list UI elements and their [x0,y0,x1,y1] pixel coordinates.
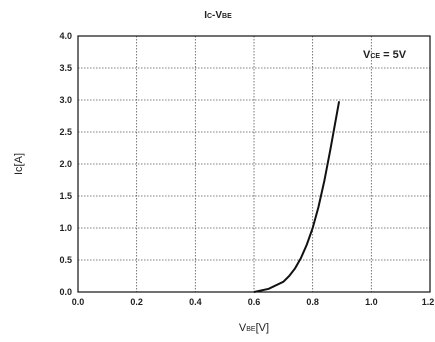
y-tick-label: 0.0 [59,287,72,297]
x-tick-label: 0.4 [189,297,202,307]
y-tick-label: 3.0 [59,95,72,105]
grid-lines [78,36,430,292]
x-tick-label: 0.0 [72,297,85,307]
plot-frame [77,35,431,293]
y-tick-label: 1.5 [59,191,72,201]
x-axis-label: VBE[V] [239,322,269,334]
x-tick-label: 1.2 [422,297,435,307]
y-tick-label: 0.5 [59,255,72,265]
y-tick-label: 1.0 [59,223,72,233]
y-tick-labels: 0.0 0.5 1.0 1.5 2.0 2.5 3.0 3.5 4.0 [59,31,72,297]
x-tick-labels: 0.0 0.2 0.4 0.6 0.8 1.0 1.2 [72,297,435,307]
y-tick-label: 3.5 [59,63,72,73]
y-tick-label: 2.5 [59,127,72,137]
x-tick-label: 1.0 [365,297,378,307]
y-axis-label: Ic[A] [13,153,25,175]
x-tick-label: 0.8 [306,297,319,307]
x-tick-label: 0.6 [248,297,261,307]
chart-title: IC-VBE [204,10,232,21]
ic-vbe-curve [253,101,341,293]
vce-annotation: VCE = 5V [363,49,407,61]
y-tick-label: 2.0 [59,159,72,169]
x-tick-label: 0.2 [130,297,143,307]
y-tick-label: 4.0 [59,31,72,41]
